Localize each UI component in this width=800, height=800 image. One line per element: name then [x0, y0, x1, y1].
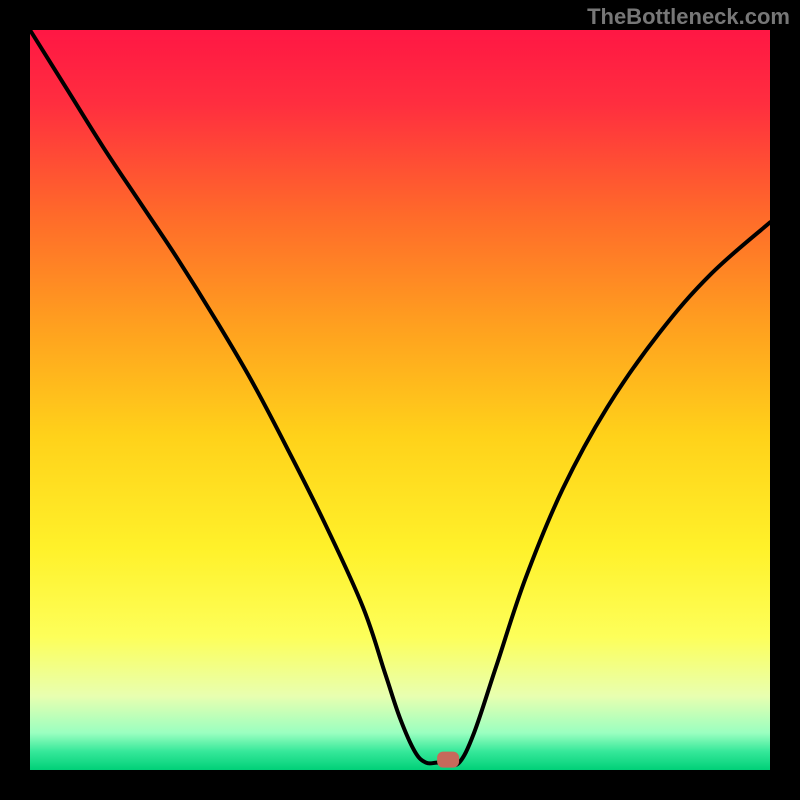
optimal-marker	[437, 752, 459, 768]
chart-container: TheBottleneck.com	[0, 0, 800, 800]
chart-plot-area	[30, 30, 770, 770]
bottleneck-chart	[0, 0, 800, 800]
watermark-text: TheBottleneck.com	[587, 4, 790, 30]
